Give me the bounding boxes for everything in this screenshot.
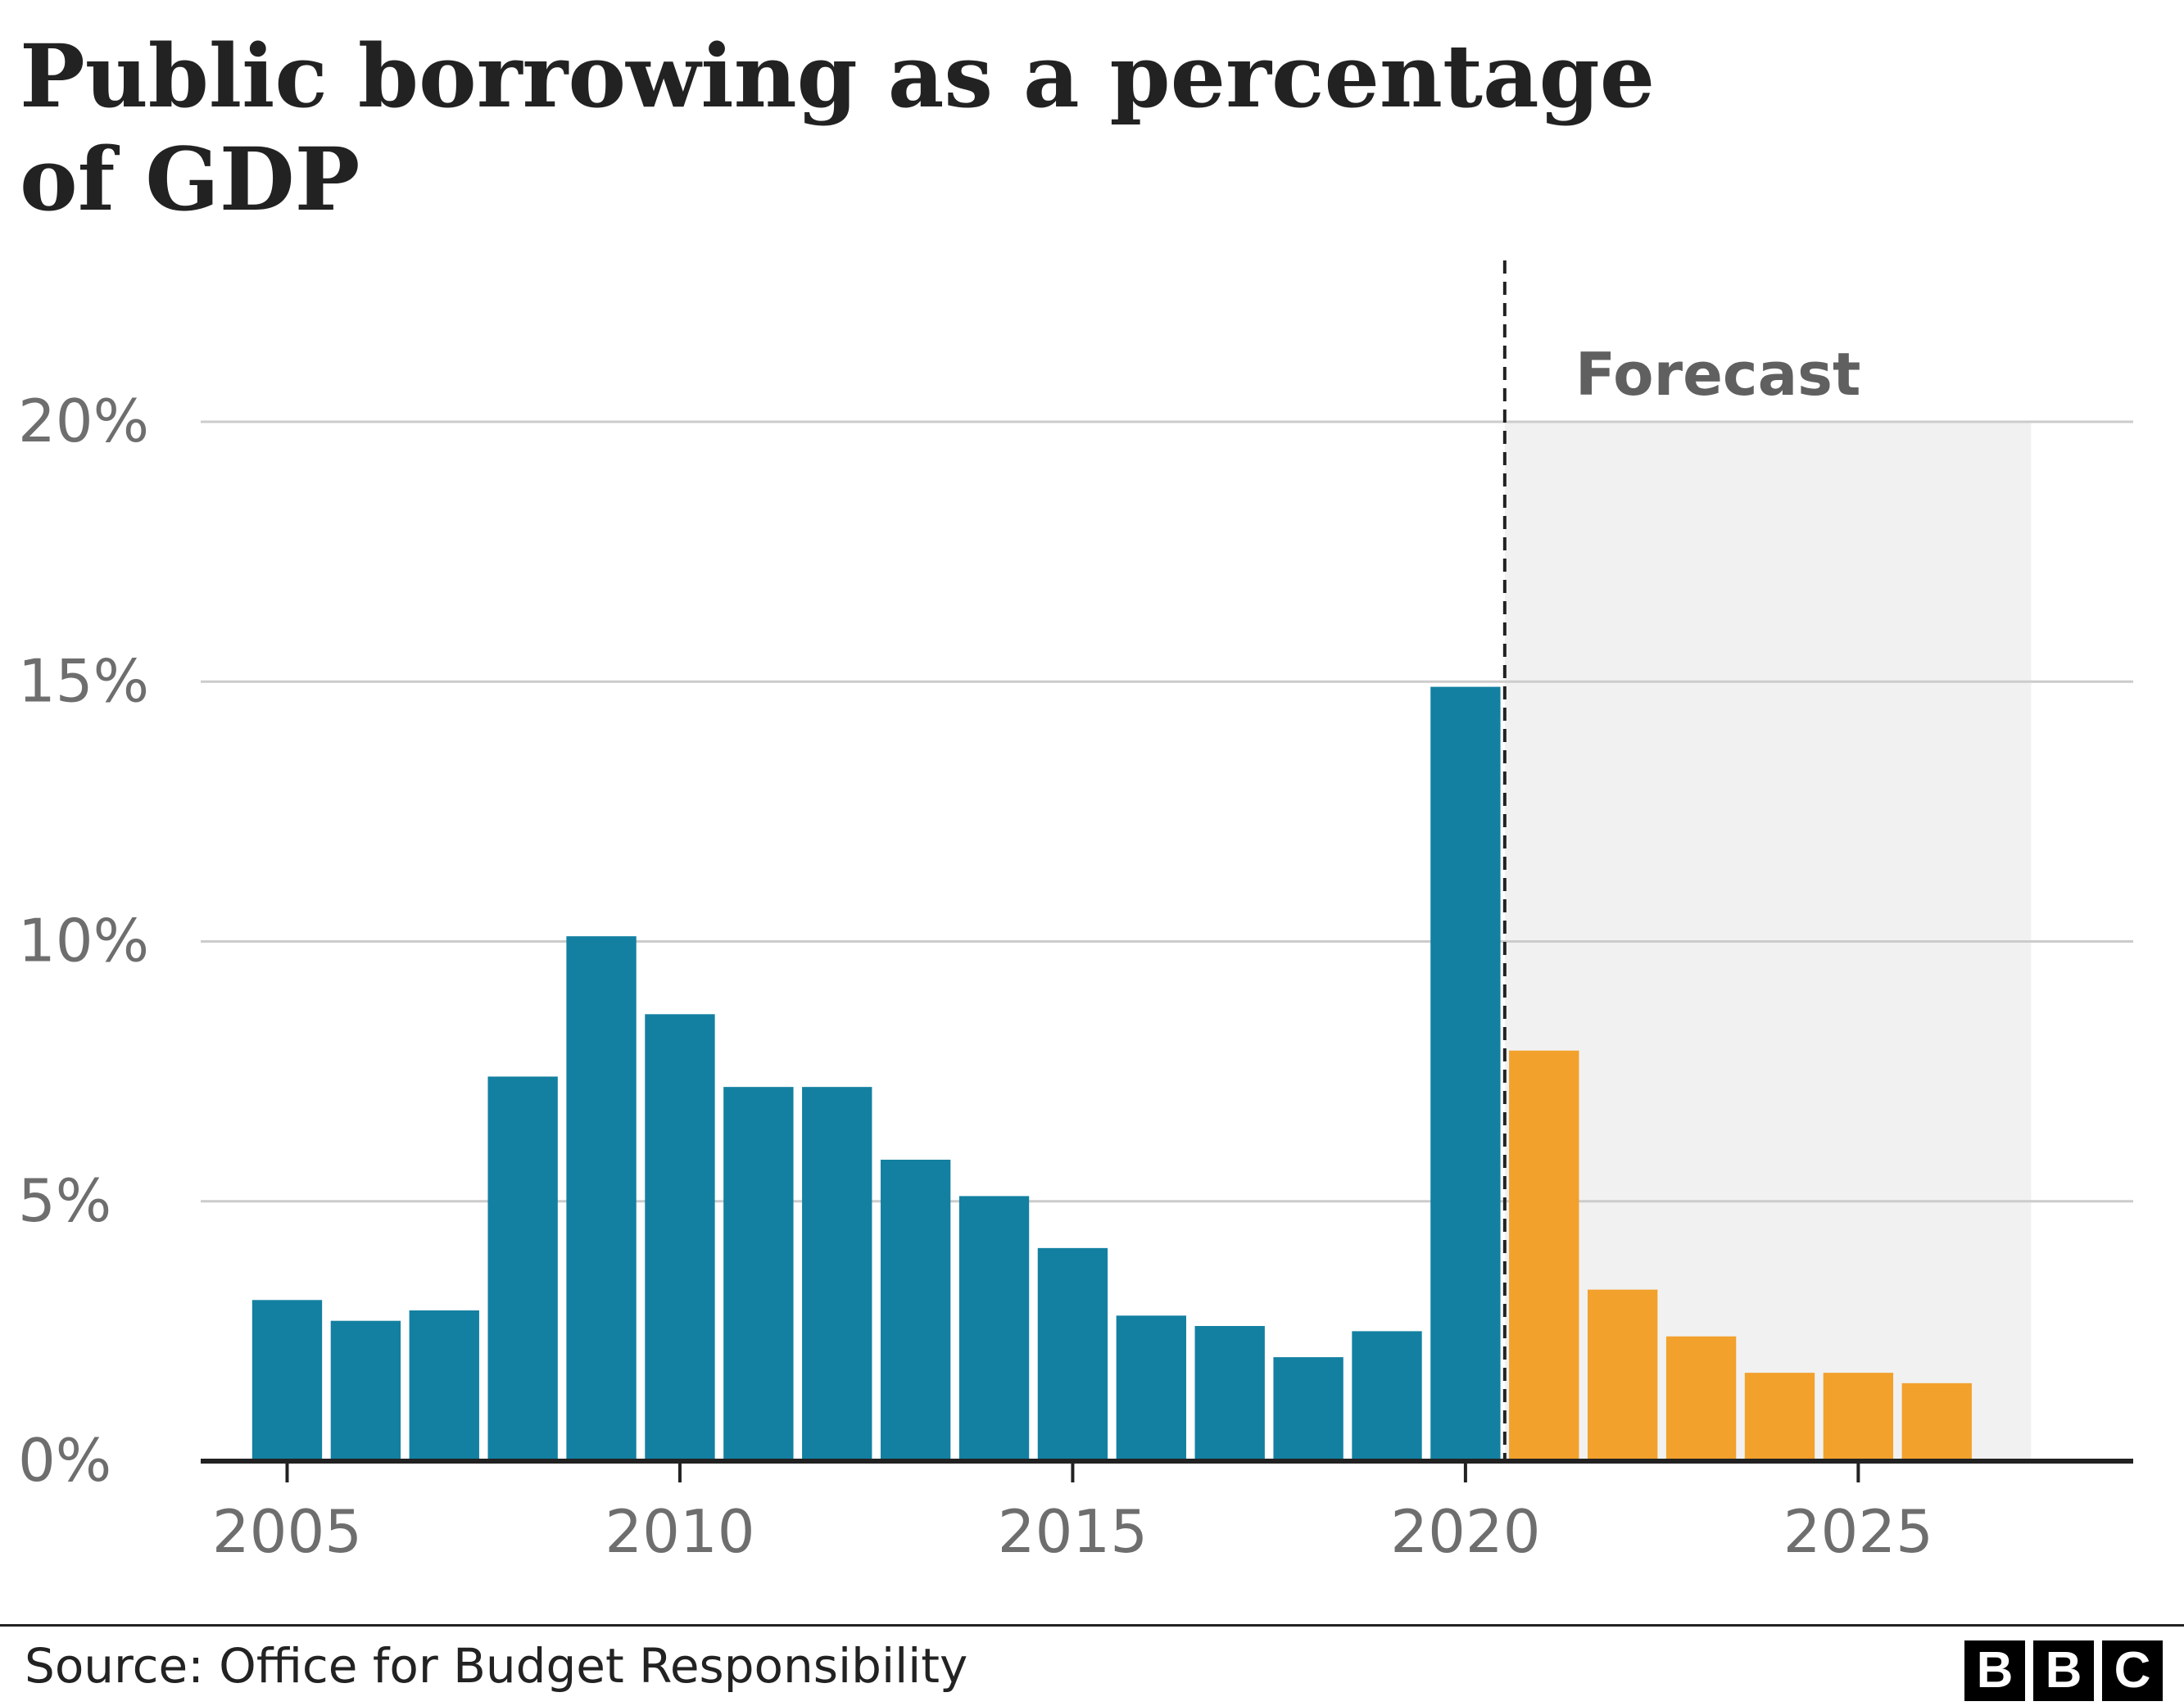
forecast-annotation: Forecast [1502,260,1861,1461]
bbc-logo-letter: B [2033,1640,2094,1701]
y-tick-label: 15% [18,646,149,715]
actual-bar [409,1310,479,1461]
bbc-logo: B B C [1964,1640,2163,1701]
bbc-logo-letter: B [1964,1640,2025,1701]
actual-bar [487,1076,558,1461]
actual-bar [1430,686,1501,1461]
bars [251,686,1972,1461]
forecast-bar [1744,1373,1815,1461]
x-tick-label: 2020 [1390,1497,1540,1566]
y-tick-label: 10% [18,907,149,975]
actual-bar [880,1159,951,1461]
forecast-bar [1823,1373,1894,1461]
bar-chart: 0% 5% 10% 15% 20% 2005 2010 2015 2020 2025 Foreca… [18,260,2133,1566]
x-tick-label: 2025 [1783,1497,1933,1566]
y-tick-label: 0% [18,1426,111,1495]
forecast-bar [1588,1289,1658,1461]
x-tick-label: 2015 [998,1497,1148,1566]
x-tick-label: 2010 [605,1497,754,1566]
x-tick-label: 2005 [212,1497,362,1566]
actual-bar [1194,1326,1265,1461]
actual-bar [802,1087,872,1461]
actual-bar [251,1300,323,1461]
source-note: Source: Office for Budget Responsibility [25,1638,968,1694]
forecast-bar [1901,1382,1972,1461]
forecast-label: Forecast [1575,340,1861,409]
actual-bar [1352,1331,1422,1461]
footer-divider [0,1624,2184,1627]
axes [201,1459,2133,1482]
actual-bar [1116,1315,1186,1461]
tick-labels: 0% 5% 10% 15% 20% 2005 2010 2015 2020 2025 [18,387,1933,1566]
actual-bar [723,1087,794,1461]
actual-bar [645,1014,715,1461]
bbc-logo-letter: C [2102,1640,2163,1701]
y-tick-label: 5% [18,1166,111,1235]
actual-bar [958,1196,1030,1461]
forecast-bar [1665,1336,1737,1461]
forecast-bar [1509,1050,1579,1461]
actual-bar [1273,1357,1343,1461]
y-tick-label: 20% [18,387,149,455]
actual-bar [330,1320,401,1461]
actual-bar [566,936,637,1461]
chart-title: Public borrowing as a percentage of GDP [20,25,1656,230]
actual-bar [1037,1247,1108,1461]
